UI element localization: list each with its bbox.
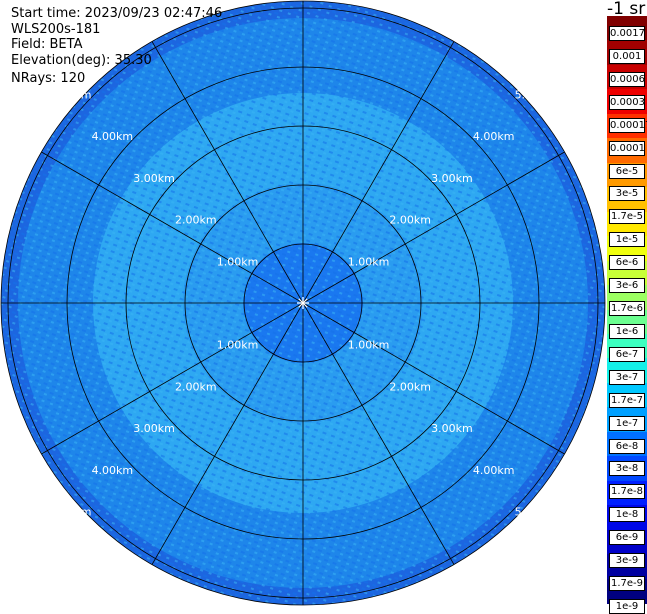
range-ring-label: 4.00km: [92, 130, 134, 143]
range-ring-label: 1.00km: [348, 255, 390, 268]
colorbar-tick-label: 3e-5: [609, 186, 645, 202]
range-ring-label: 1.00km: [217, 339, 259, 352]
colorbar-tick-label: 1.7e-5: [609, 209, 645, 225]
colorbar-tick-label: 0.0003: [609, 94, 645, 110]
colorbar-tick-label: 3e-9: [609, 553, 645, 569]
range-ring-label: 5.00km: [515, 506, 557, 519]
range-ring-label: 3.00km: [431, 422, 473, 435]
range-ring-label: 5.00km: [50, 506, 92, 519]
centre-marker: [302, 298, 308, 304]
centre-marker: [302, 302, 308, 308]
range-ring-label: 3.00km: [431, 172, 473, 185]
centre-marker: [298, 298, 304, 304]
range-ring-label: 4.00km: [92, 464, 134, 477]
colorbar-tick-label: 0.001: [609, 48, 645, 64]
range-ring-label: 5.00km: [50, 88, 92, 101]
colorbar-tick-label: 1e-5: [609, 232, 645, 248]
range-ring-label: 3.00km: [133, 172, 175, 185]
colorbar-tick-label: 6e-8: [609, 438, 645, 454]
colorbar-tick-label: 0.00017: [609, 117, 647, 133]
range-ring-label: 5.00km: [515, 88, 557, 101]
range-ring-label: 2.00km: [175, 214, 217, 227]
colorbar-tick-label: 1.7e-8: [609, 484, 645, 500]
centre-marker: [298, 302, 304, 308]
range-ring-label: 1.00km: [348, 339, 390, 352]
nrays-label: NRays: 120: [11, 71, 86, 86]
elevation-label: Elevation(deg): 35.30: [11, 53, 152, 68]
field-label: Field: BETA: [11, 37, 83, 52]
start-time-label: Start time: 2023/09/23 02:47:46: [11, 6, 223, 21]
colorbar-tick-label: 0.0017: [609, 26, 645, 41]
range-ring-label: 2.00km: [175, 380, 217, 393]
colorbar-tick-label: 1.7e-9: [609, 576, 645, 592]
colorbar-tick-label: 0.0006: [609, 71, 645, 87]
azimuth-spoke: [302, 302, 455, 565]
colorbar-tick-label: 1.7e-6: [609, 301, 645, 317]
colorbar-tick-label: 1e-6: [609, 323, 645, 339]
colorbar-unit-title: -1 sr: [607, 0, 646, 19]
range-ring-label: 2.00km: [389, 380, 431, 393]
range-ring-label: 1.00km: [217, 255, 259, 268]
range-ring-label: 2.00km: [389, 214, 431, 227]
range-ring-labels: 1.00km 1.00km 1.00km 1.00km 2.00km 2.00km 2.00…: [50, 88, 556, 518]
colorbar-tick-label: 3e-6: [609, 278, 645, 294]
azimuth-spoke: [41, 302, 304, 455]
instrument-label: WLS200s-181: [11, 22, 101, 37]
azimuth-spoke: [302, 151, 565, 304]
colorbar-tick-label: 6e-7: [609, 346, 645, 362]
colorbar-tick-label: 1e-7: [609, 415, 645, 431]
polar-grid: [0, 0, 606, 606]
range-ring-label: 4.00km: [473, 464, 515, 477]
azimuth-spoke: [302, 41, 455, 304]
colorbar-tick-label: 3e-8: [609, 461, 645, 477]
colorbar-tick-label: 6e-6: [609, 255, 645, 271]
colorbar-tick-label: 6e-9: [609, 530, 645, 546]
range-ring-label: 3.00km: [133, 422, 175, 435]
colorbar-tick-label: 1.7e-7: [609, 392, 645, 408]
azimuth-spoke: [151, 302, 304, 565]
colorbar-tick-label: 0.0001: [609, 140, 645, 156]
range-ring-label: 4.00km: [473, 130, 515, 143]
azimuth-spoke: [151, 41, 304, 304]
azimuth-spoke: [302, 302, 565, 455]
colorbar-tick-label: 3e-7: [609, 369, 645, 385]
azimuth-spoke: [41, 151, 304, 304]
colorbar-tick-label: 1e-8: [609, 507, 645, 523]
colorbar-tick-label: 6e-5: [609, 163, 645, 179]
